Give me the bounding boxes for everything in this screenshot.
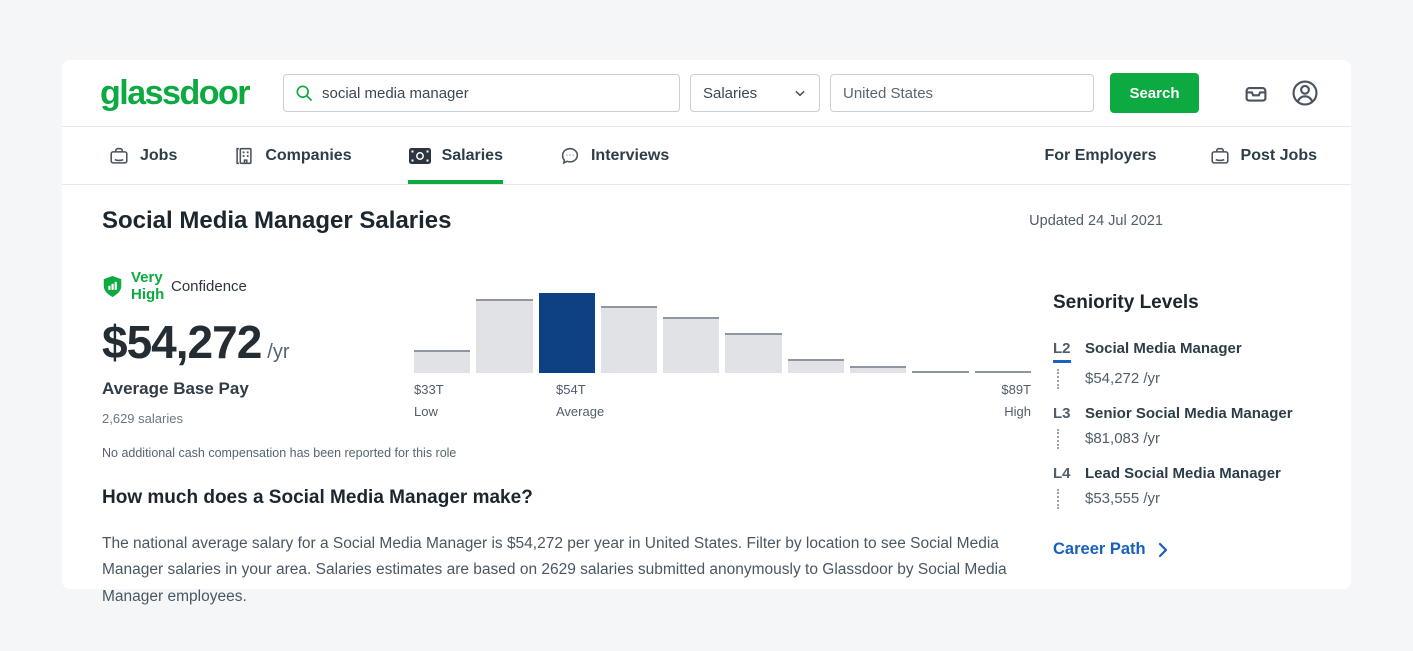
- level-code: L3: [1053, 405, 1071, 422]
- nav-tab-label: Interviews: [590, 146, 670, 164]
- salary-amount: $54,272: [102, 316, 262, 368]
- dotted-connector: [1057, 429, 1059, 449]
- axis-tick-caption: Low: [414, 404, 438, 419]
- category-select[interactable]: Salaries: [689, 74, 820, 112]
- chat-bubble-icon: [559, 145, 581, 167]
- question-heading: How much does a Social Media Manager mak…: [102, 487, 533, 508]
- for-employers-link[interactable]: For Employers: [1045, 147, 1157, 165]
- glassdoor-logo[interactable]: glassdoor: [100, 73, 250, 112]
- average-salary: $54,272 /yr: [102, 315, 414, 369]
- nav-tab-interviews[interactable]: Interviews: [559, 127, 669, 184]
- level-code: L2: [1053, 340, 1071, 363]
- primary-nav: Jobs Companies Salaries Interviews For E…: [62, 127, 1351, 185]
- seniority-level-row: L2 Social Media Manager $54,272 /yr: [1053, 340, 1335, 394]
- seniority-levels-list: L2 Social Media Manager $54,272 /yr L3 S…: [1053, 340, 1335, 514]
- title-row: Social Media Manager Salaries Updated 24…: [102, 207, 1163, 235]
- nav-link-label: Post Jobs: [1240, 146, 1317, 164]
- histogram-bar: [725, 333, 782, 373]
- salary-period: /yr: [267, 341, 290, 363]
- histogram-bar: [974, 371, 1031, 373]
- nav-tab-salaries[interactable]: Salaries: [407, 127, 504, 184]
- level-title[interactable]: Lead Social Media Manager: [1085, 465, 1281, 482]
- confidence-level: Very High: [131, 269, 165, 303]
- level-salary: $54,272 /yr: [1085, 370, 1161, 387]
- average-pay-block: Very High Confidence $54,272 /yr Average…: [102, 269, 414, 426]
- profile-icon[interactable]: [1289, 77, 1321, 109]
- nav-tab-label: Jobs: [140, 146, 178, 164]
- dotted-connector: [1057, 369, 1059, 389]
- page-card: glassdoor Salaries Search: [62, 60, 1351, 605]
- career-path-label: Career Path: [1053, 540, 1146, 558]
- no-cash-compensation-note: No additional cash compensation has been…: [102, 446, 457, 460]
- keyword-search-box: [282, 74, 680, 112]
- level-salary: $53,555 /yr: [1085, 490, 1161, 507]
- histogram-bar: [476, 299, 533, 373]
- nav-tab-label: Salaries: [441, 146, 503, 164]
- main-column: Social Media Manager Salaries Updated 24…: [102, 207, 1163, 610]
- chevron-down-icon: [793, 86, 807, 100]
- axis-tick-caption: Average: [556, 404, 605, 419]
- level-code: L4: [1053, 465, 1071, 482]
- histogram-bar: [600, 306, 658, 373]
- confidence-label: Confidence: [171, 277, 247, 295]
- level-title[interactable]: Social Media Manager: [1085, 340, 1242, 357]
- histogram-bar: [414, 350, 471, 373]
- page-title: Social Media Manager Salaries: [102, 207, 452, 234]
- question-body: The national average salary for a Social…: [102, 535, 1007, 605]
- career-path-link[interactable]: Career Path: [1053, 540, 1335, 559]
- nav-tab-label: Companies: [265, 146, 352, 164]
- histogram-bar-average: [538, 293, 595, 373]
- location-search-box: [829, 74, 1094, 112]
- nav-tab-jobs[interactable]: Jobs: [108, 127, 177, 184]
- content-area: Social Media Manager Salaries Updated 24…: [62, 185, 1351, 610]
- nav-tab-companies[interactable]: Companies: [233, 127, 352, 184]
- confidence-badge: Very High Confidence: [102, 269, 414, 303]
- banknote-icon: [408, 147, 432, 165]
- seniority-heading: Seniority Levels: [1053, 292, 1199, 313]
- dotted-connector: [1057, 489, 1059, 509]
- header-icons: [1241, 77, 1321, 109]
- seniority-sidebar: Seniority Levels L2 Social Media Manager…: [1053, 207, 1335, 610]
- histogram-bar: [850, 366, 907, 373]
- histogram-axis-labels: $33T Low $54T Average $89T High: [414, 383, 1031, 425]
- level-salary: $81,083 /yr: [1085, 430, 1161, 447]
- confidence-shield-icon: [102, 275, 123, 298]
- salary-histogram: $33T Low $54T Average $89T High: [414, 291, 1031, 426]
- nav-right: For Employers Post Jobs: [1045, 127, 1318, 184]
- axis-tick-value: $54T: [556, 382, 586, 397]
- axis-label-high: $89T High: [1001, 383, 1031, 418]
- axis-label-average: $54T Average: [556, 383, 604, 418]
- axis-label-low: $33T Low: [414, 383, 444, 418]
- post-jobs-link[interactable]: Post Jobs: [1209, 145, 1317, 167]
- stats-row: Very High Confidence $54,272 /yr Average…: [102, 269, 1031, 426]
- nav-link-label: For Employers: [1044, 146, 1157, 164]
- location-input[interactable]: [842, 84, 1081, 102]
- search-icon: [294, 83, 314, 103]
- search-button[interactable]: Search: [1109, 73, 1199, 113]
- seniority-level-row: L3 Senior Social Media Manager $81,083 /…: [1053, 405, 1335, 454]
- category-select-value: Salaries: [702, 84, 758, 102]
- salaries-count: 2,629 salaries: [102, 411, 183, 426]
- search-input[interactable]: [321, 84, 669, 102]
- histogram-bars: [414, 291, 1031, 373]
- seniority-level-row: L4 Lead Social Media Manager $53,555 /yr: [1053, 465, 1335, 514]
- axis-tick-value: $89T: [1001, 382, 1031, 397]
- building-icon: [233, 145, 255, 167]
- briefcase-icon: [108, 145, 130, 167]
- axis-tick-caption: High: [1004, 404, 1031, 419]
- histogram-bar: [663, 317, 720, 373]
- histogram-bar: [912, 371, 969, 373]
- level-title[interactable]: Senior Social Media Manager: [1085, 405, 1293, 422]
- average-base-pay-label: Average Base Pay: [102, 379, 249, 398]
- top-header: glassdoor Salaries Search: [62, 60, 1351, 127]
- inbox-icon[interactable]: [1241, 78, 1271, 108]
- updated-date: Updated 24 Jul 2021: [1029, 213, 1163, 229]
- chevron-right-icon: [1154, 541, 1172, 559]
- briefcase-icon: [1209, 145, 1231, 167]
- axis-tick-value: $33T: [414, 382, 444, 397]
- histogram-bar: [787, 359, 845, 373]
